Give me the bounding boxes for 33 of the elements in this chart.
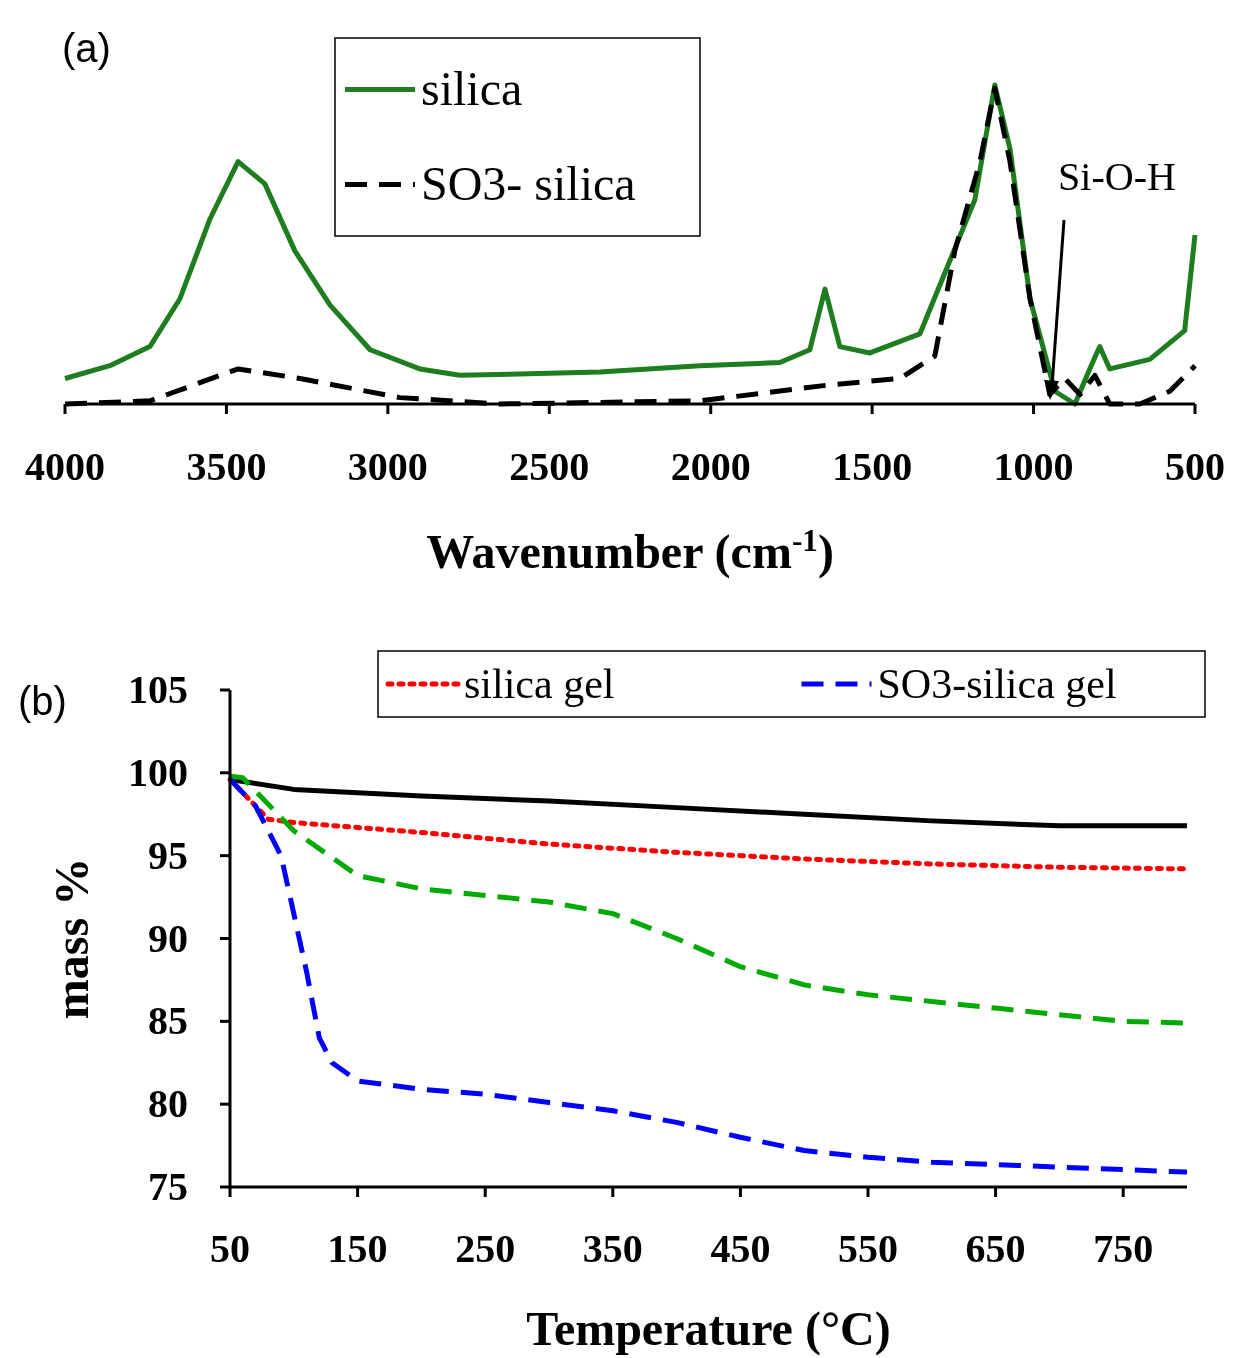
y-tick-label: 100 (128, 749, 188, 795)
annotation: Si-O-H (1058, 154, 1176, 199)
y-tick-label: 90 (148, 915, 188, 961)
x-tick-label: 650 (965, 1226, 1026, 1271)
x-tick-label: 250 (455, 1226, 516, 1271)
y-tick-label: 80 (148, 1081, 188, 1127)
x-tick-label: 4000 (25, 444, 105, 489)
x-tick-label: 2000 (670, 444, 751, 489)
x-axis-title: Temperature (°C) (526, 1302, 891, 1356)
y-tick-label: 85 (148, 998, 188, 1044)
x-tick-label: 500 (1165, 444, 1225, 489)
x-tick-label: 3000 (347, 444, 428, 489)
legend-label: silica (421, 62, 523, 116)
x-tick-label: 3500 (186, 444, 267, 489)
y-tick-label: 75 (148, 1164, 188, 1209)
text: (b) (18, 679, 67, 723)
x-tick-label: 2500 (509, 444, 590, 489)
x-tick-label: 1500 (832, 444, 913, 489)
legend-label: silica gel (464, 660, 615, 707)
legend-label: SO3-silica gel (877, 660, 1117, 707)
x-tick-label: 150 (327, 1226, 388, 1271)
y-tick-label: 95 (148, 832, 188, 878)
x-axis-title: Wavenumber (cm$^{-1}$) (426, 522, 834, 579)
x-tick-label: 450 (710, 1226, 771, 1271)
x-tick-label: 1000 (993, 444, 1074, 489)
y-axis-title: mass % (45, 857, 98, 1020)
x-tick-label: 750 (1093, 1226, 1154, 1271)
legend-label: SO3- silica (421, 157, 636, 211)
x-tick-label: 350 (582, 1226, 643, 1271)
x-tick-label: 50 (210, 1226, 250, 1271)
y-tick-label: 105 (128, 667, 188, 712)
text: (a) (62, 26, 111, 70)
x-tick-label: 550 (838, 1226, 898, 1271)
